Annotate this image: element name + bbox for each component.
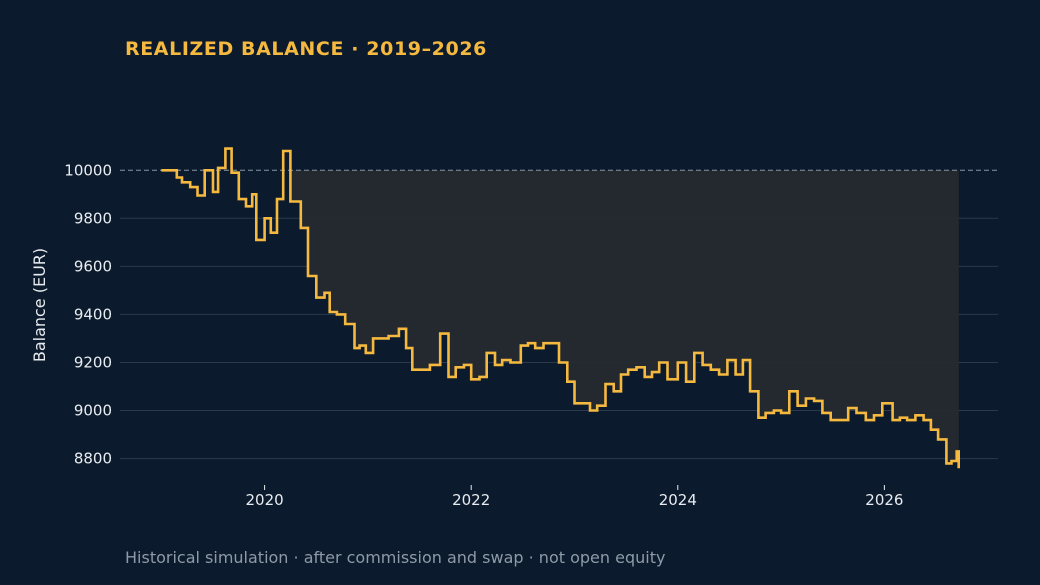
chart-title: REALIZED BALANCE · 2019–2026	[125, 38, 487, 60]
y-tick-label: 9600	[74, 257, 112, 275]
x-axis-ticks: 2020 2022 2024 2026	[246, 485, 903, 509]
drawdown-fill	[290, 151, 959, 469]
y-tick-label: 9800	[74, 209, 112, 227]
x-tick-label: 2022	[452, 491, 490, 509]
y-tick-label: 9000	[74, 402, 112, 420]
y-tick-label: 9200	[74, 353, 112, 371]
chart-footnote: Historical simulation · after commission…	[125, 548, 666, 567]
y-tick-label: 8800	[74, 450, 112, 468]
drawdown-area	[290, 151, 959, 469]
y-tick-label: 10000	[64, 161, 112, 179]
x-tick-label: 2024	[659, 491, 697, 509]
x-tick-label: 2026	[865, 491, 903, 509]
y-tick-label: 9400	[74, 305, 112, 323]
x-tick-label: 2020	[246, 491, 284, 509]
y-axis-ticks: 8800 9000 9200 9400 9600 9800 10000	[64, 161, 112, 467]
y-axis-label: Balance (EUR)	[30, 248, 49, 362]
balance-line	[161, 147, 960, 469]
balance-series	[161, 147, 960, 469]
